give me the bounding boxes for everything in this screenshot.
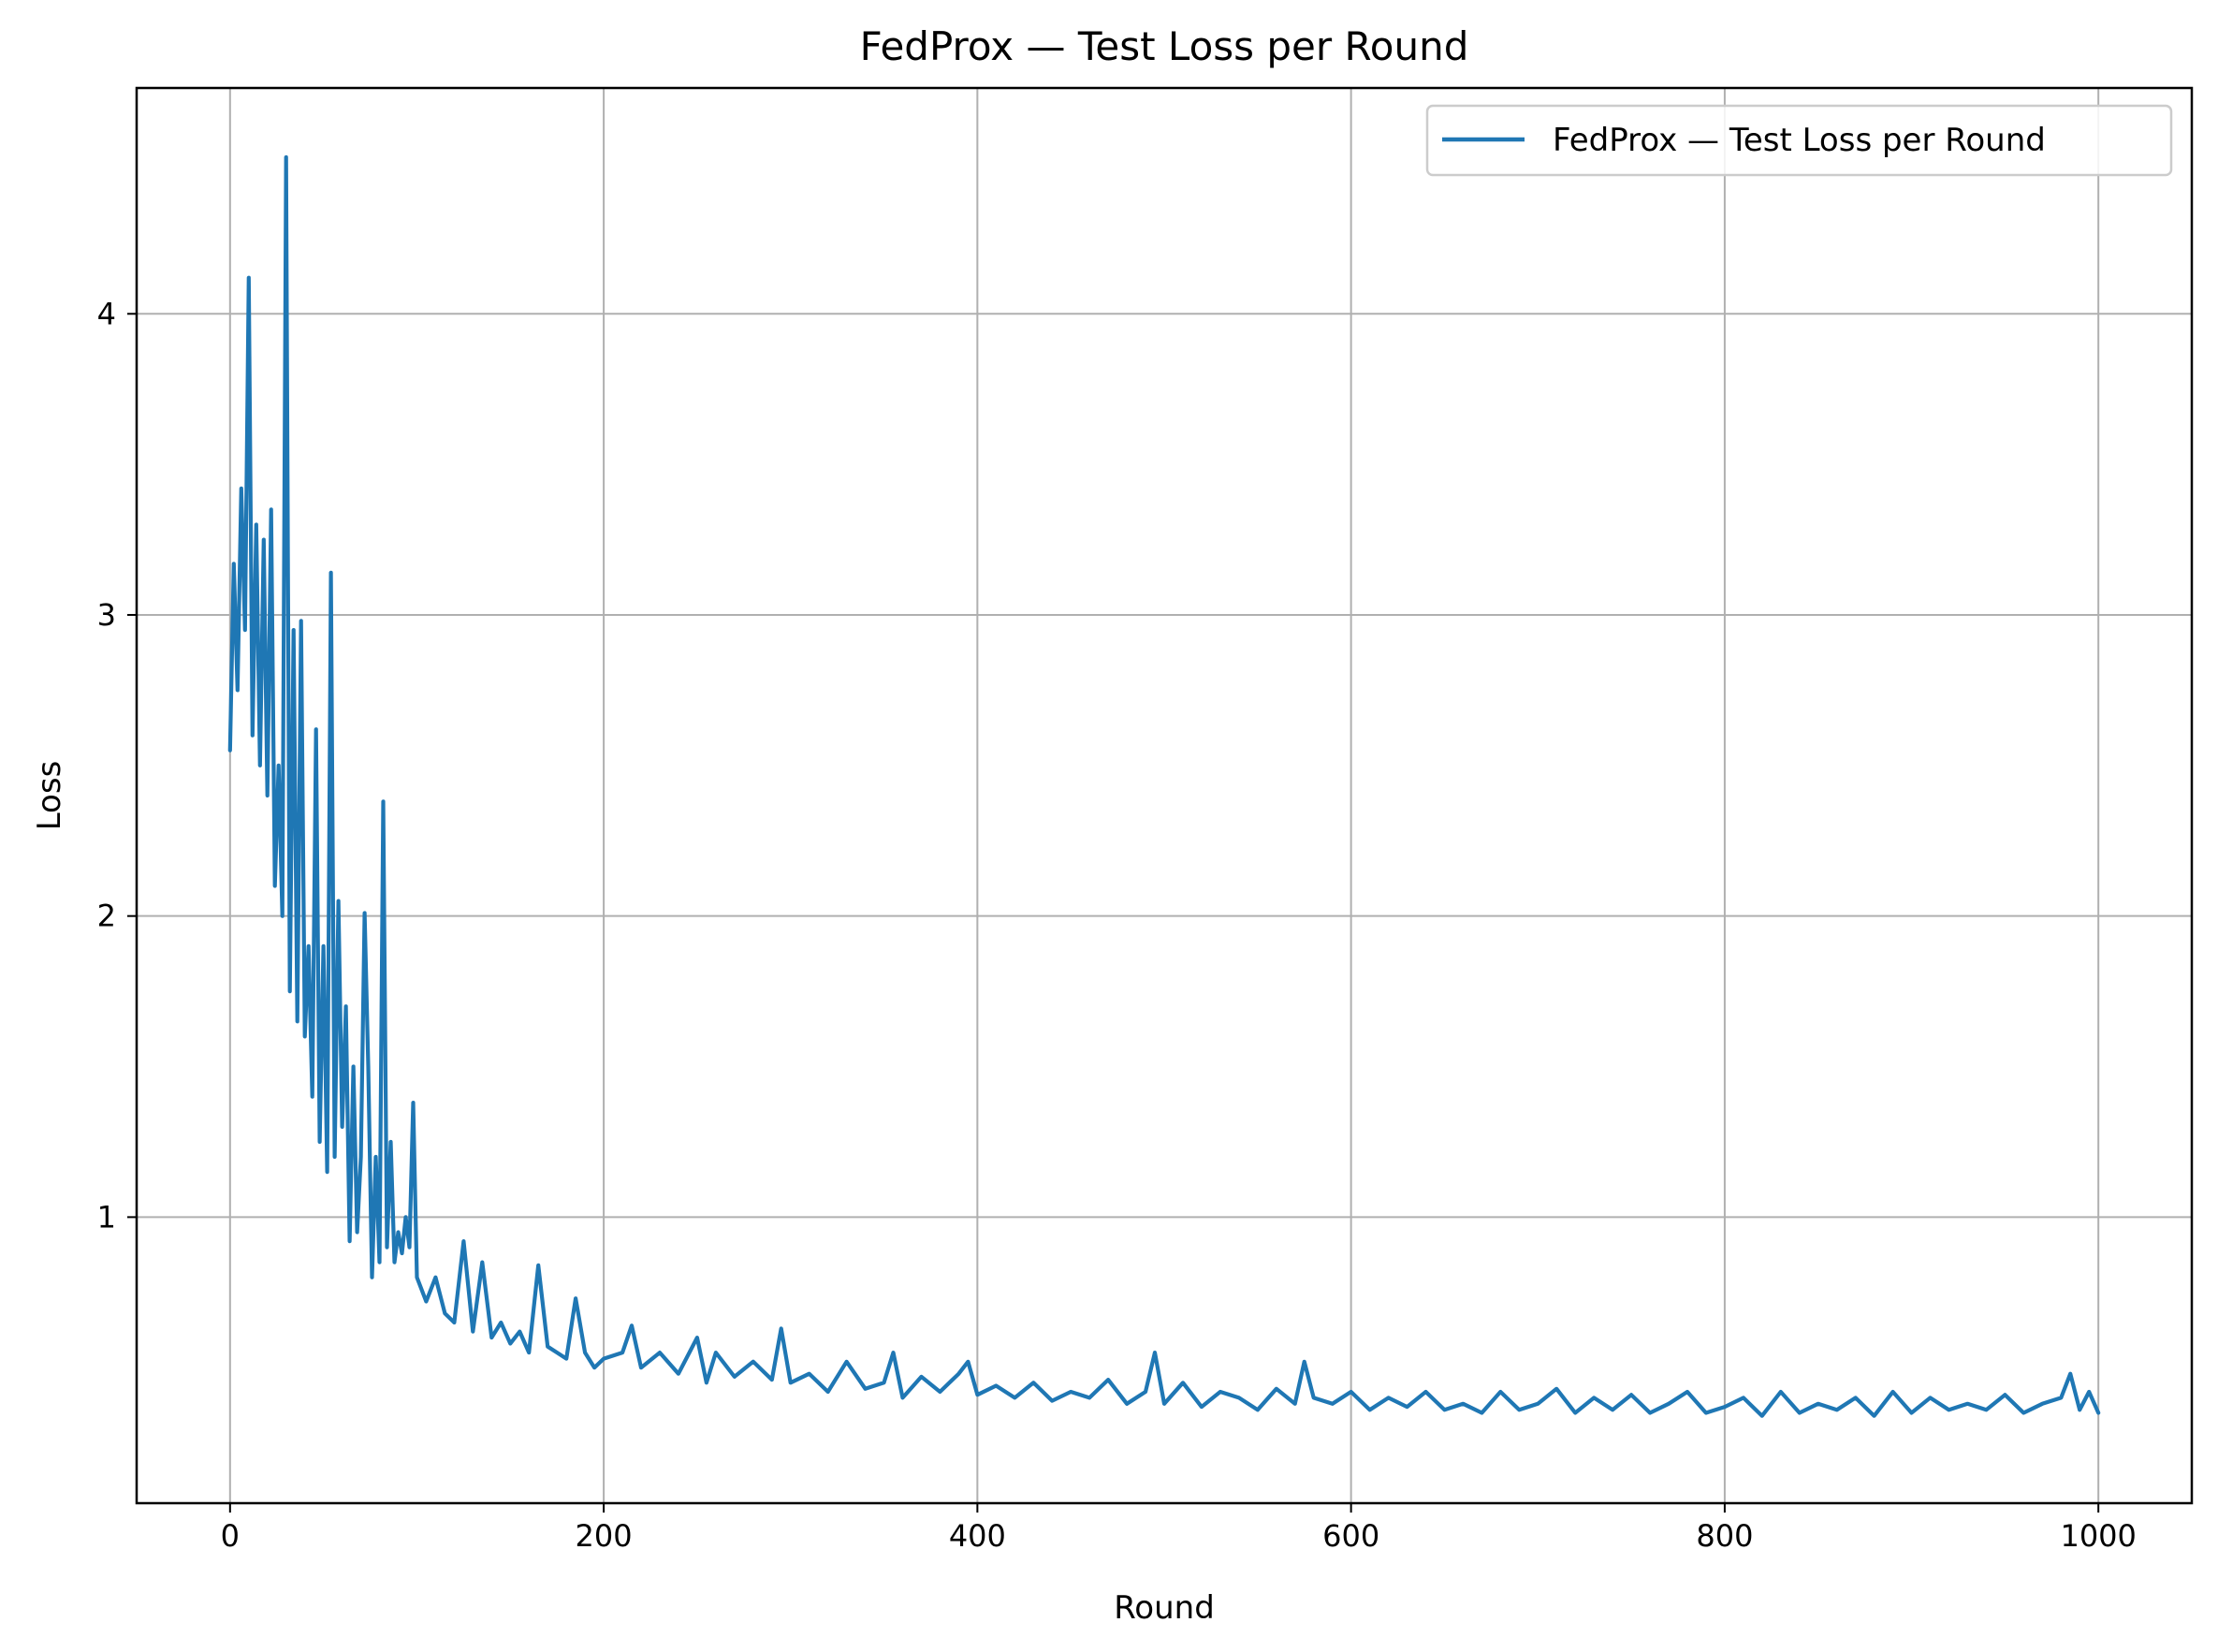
x-tick-label: 600 — [1322, 1518, 1379, 1554]
y-axis-ticks: 1 2 3 4 — [97, 296, 137, 1235]
x-tick-label: 1000 — [2060, 1518, 2136, 1554]
x-tick-label: 400 — [949, 1518, 1006, 1554]
y-axis-label: Loss — [31, 761, 68, 831]
legend-label: FedProx — Test Loss per Round — [1553, 122, 2046, 159]
plot-area-frame — [135, 86, 2194, 1505]
y-tick-label: 4 — [97, 296, 116, 331]
chart-title: FedProx — Test Loss per Round — [860, 23, 1469, 69]
legend-box — [1425, 104, 2173, 177]
y-tick-label: 3 — [97, 597, 116, 633]
grid — [137, 88, 2192, 1503]
x-axis-ticks: 0 200 400 600 800 1000 — [221, 1503, 2137, 1554]
x-tick-label: 200 — [576, 1518, 633, 1554]
series-line — [227, 154, 2101, 1418]
x-tick-label: 800 — [1696, 1518, 1753, 1554]
y-tick-label: 1 — [97, 1199, 116, 1235]
x-axis-label: Round — [1114, 1589, 1215, 1627]
y-tick-label: 2 — [97, 899, 116, 934]
x-tick-label: 0 — [221, 1518, 240, 1554]
legend: FedProx — Test Loss per Round — [1425, 104, 2173, 177]
